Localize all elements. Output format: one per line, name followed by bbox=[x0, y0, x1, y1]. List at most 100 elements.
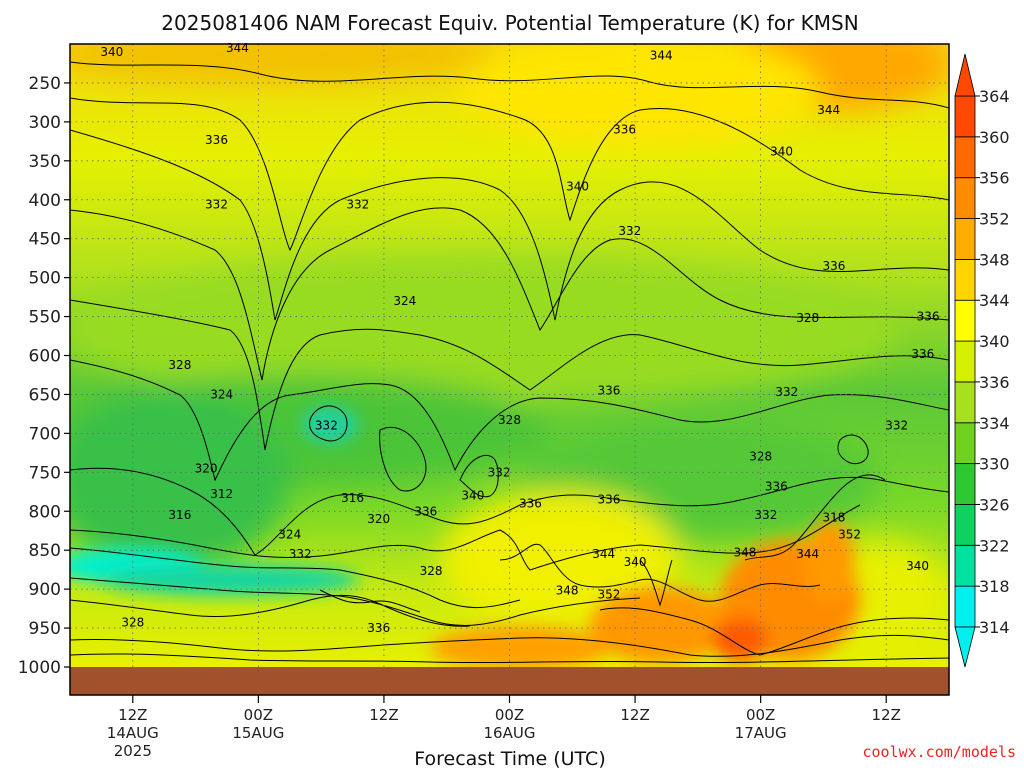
x-tick-label: 12Z bbox=[369, 706, 398, 724]
contour-label: 340 bbox=[770, 144, 793, 158]
x-tick-label: 12Z bbox=[118, 706, 147, 724]
contour-line bbox=[70, 207, 949, 381]
contour-label: 336 bbox=[414, 504, 437, 518]
contour-label: 320 bbox=[195, 461, 218, 475]
colorbar-segment bbox=[954, 258, 976, 301]
y-axis: 250 300 350 400 450 500 550 600 650 700 750 800 850 9… bbox=[18, 74, 70, 678]
contour-line bbox=[499, 543, 821, 602]
colorbar-label: 340 bbox=[979, 332, 1010, 351]
contour-label: 332 bbox=[346, 197, 369, 211]
contour-label: 332 bbox=[775, 385, 798, 399]
contour-line bbox=[70, 467, 949, 556]
field-green-left-low bbox=[70, 390, 290, 570]
colorbar-min-arrow bbox=[954, 626, 976, 668]
colorbar-label: 336 bbox=[979, 373, 1010, 392]
contour-label: 336 bbox=[367, 621, 390, 635]
contour-label: 332 bbox=[754, 508, 777, 522]
colorbar-segment bbox=[954, 463, 976, 505]
colorbar-label: 326 bbox=[979, 495, 1010, 514]
contour-label: 332 bbox=[205, 197, 228, 211]
contour-label: 352 bbox=[838, 528, 861, 542]
contour-label: 328 bbox=[420, 564, 443, 578]
contour-label: 320 bbox=[367, 512, 390, 526]
contour-label: 332 bbox=[289, 547, 312, 561]
contour-label: 352 bbox=[597, 588, 620, 602]
contour-label: 344 bbox=[226, 41, 249, 55]
contour-label: 336 bbox=[205, 133, 228, 147]
field-red-lower bbox=[712, 618, 768, 662]
colorbar-label: 334 bbox=[979, 414, 1010, 433]
contour-label: 328 bbox=[749, 450, 772, 464]
contour-label: 340 bbox=[100, 45, 123, 59]
contour-line bbox=[70, 129, 949, 321]
y-tick-label: 750 bbox=[29, 463, 61, 483]
chart-title: 2025081406 NAM Forecast Equiv. Potential… bbox=[161, 11, 858, 35]
y-tick-label: 800 bbox=[29, 502, 61, 522]
colorbar-segment bbox=[954, 177, 976, 219]
contour-label: 336 bbox=[911, 347, 934, 361]
y-tick-label: 950 bbox=[29, 619, 61, 639]
contour-label: 332 bbox=[885, 419, 908, 433]
contour-label: 328 bbox=[121, 616, 144, 630]
contour-label: 324 bbox=[278, 528, 301, 542]
contour-line bbox=[319, 589, 421, 613]
contour-label: 336 bbox=[597, 384, 620, 398]
colorbar-label: 314 bbox=[979, 618, 1010, 637]
contour-label-layer: 340 344 344 344 336 340 336 340 332 332 332 336 324 3… bbox=[100, 41, 939, 635]
y-tick-label: 850 bbox=[29, 541, 61, 561]
contour-label: 324 bbox=[393, 294, 416, 308]
y-tick-label: 550 bbox=[29, 308, 61, 328]
contour-line bbox=[70, 547, 521, 608]
contour-label: 340 bbox=[461, 489, 484, 503]
site-label: coolwx.com/models bbox=[862, 743, 1016, 761]
contour-line bbox=[70, 97, 949, 252]
x-tick-label: 14AUG bbox=[107, 724, 159, 742]
contour-label: 336 bbox=[519, 496, 542, 510]
terrain-band bbox=[70, 667, 949, 695]
contour-line bbox=[70, 61, 949, 109]
contour-label: 344 bbox=[650, 49, 673, 63]
contour-label: 336 bbox=[613, 123, 636, 137]
contour-line bbox=[379, 426, 427, 492]
colorbar-label: 348 bbox=[979, 250, 1010, 269]
contour-label: 340 bbox=[906, 559, 929, 573]
y-tick-label: 350 bbox=[29, 152, 61, 172]
colorbar-segment bbox=[954, 218, 976, 260]
contour-label: 316 bbox=[168, 508, 191, 522]
contour-label: 336 bbox=[765, 479, 788, 493]
y-tick-label: 250 bbox=[29, 74, 61, 94]
contour-line bbox=[70, 299, 949, 451]
x-tick-label: 16AUG bbox=[484, 724, 536, 742]
colorbar-label: 344 bbox=[979, 291, 1010, 310]
colorbar-label: 352 bbox=[979, 210, 1010, 229]
colorbar-label: 318 bbox=[979, 577, 1010, 596]
contour-label: 332 bbox=[618, 224, 641, 238]
contour-label: 328 bbox=[498, 413, 521, 427]
y-tick-label: 400 bbox=[29, 191, 61, 211]
colorbar-segment bbox=[954, 504, 976, 546]
field-teal-lowlevel bbox=[100, 564, 360, 596]
x-tick-label: 00Z bbox=[746, 706, 775, 724]
x-tick-label: 12Z bbox=[620, 706, 649, 724]
contour-line bbox=[70, 504, 861, 571]
colorbar: 364 360 356 352 348 344 340 336 334 330 326 322 318 3… bbox=[954, 53, 1010, 668]
colorbar-label: 322 bbox=[979, 536, 1010, 555]
colorbar-segment bbox=[954, 381, 976, 424]
colorbar-segment bbox=[954, 340, 976, 383]
y-tick-label: 300 bbox=[29, 113, 61, 133]
contour-line bbox=[639, 559, 673, 607]
colorbar-label: 360 bbox=[979, 128, 1010, 147]
y-tick-label: 900 bbox=[29, 580, 61, 600]
x-tick-label: 17AUG bbox=[735, 724, 787, 742]
colorbar-segment bbox=[954, 95, 976, 138]
y-tick-label: 700 bbox=[29, 424, 61, 444]
contour-label: 324 bbox=[210, 387, 233, 401]
colorbar-label: 364 bbox=[979, 87, 1010, 106]
colorbar-max-arrow bbox=[954, 53, 976, 97]
contour-line bbox=[70, 594, 471, 627]
contour-line bbox=[744, 474, 886, 561]
grid-layer bbox=[70, 44, 949, 667]
contour-label: 336 bbox=[917, 310, 940, 324]
contour-label: 316 bbox=[341, 491, 364, 505]
